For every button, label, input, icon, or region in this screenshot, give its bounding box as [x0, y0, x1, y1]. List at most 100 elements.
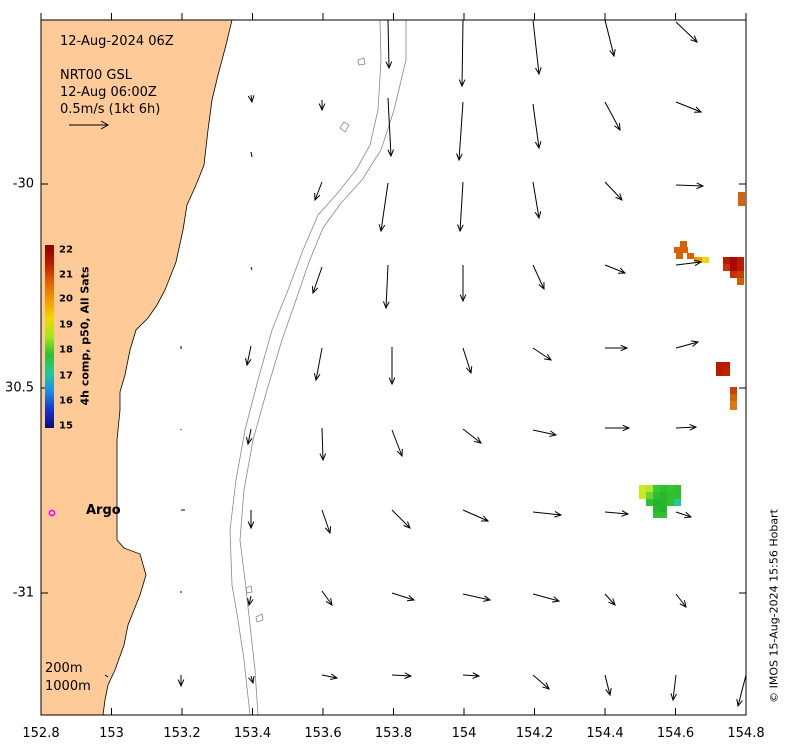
sst-pixel [653, 492, 660, 499]
x-tick-label: 153.6 [304, 726, 342, 741]
colorbar-tick: 19 [59, 319, 73, 331]
land-area [41, 20, 233, 715]
sst-pixel [737, 257, 744, 264]
current-arrow [248, 675, 255, 685]
sst-pixel [702, 257, 709, 263]
current-arrow [532, 181, 542, 220]
x-tick-label: 153.2 [163, 726, 201, 741]
current-arrow [319, 427, 327, 462]
sst-pixel [730, 401, 737, 410]
x-tick-label: 153 [99, 726, 124, 741]
sst-pixel [723, 362, 730, 369]
credit-label: © IMOS 15-Aug-2024 15:56 Hobart [767, 509, 781, 703]
x-tick-label: 154.8 [727, 726, 765, 741]
sst-pixel [646, 485, 653, 492]
current-arrow [604, 593, 616, 606]
current-arrow [321, 673, 339, 681]
current-arrow [314, 181, 323, 202]
current-arrow [675, 21, 698, 43]
current-arrow [675, 101, 703, 113]
current-arrow [391, 592, 416, 602]
current-arrow [318, 100, 326, 112]
current-arrow [247, 595, 254, 607]
sst-pixel [667, 499, 674, 506]
valid-time-label: 12-Aug 06:00Z [60, 85, 157, 100]
colorbar-tick: 21 [59, 269, 73, 281]
sst-pixel [694, 257, 702, 263]
current-arrow [604, 674, 612, 697]
current-arrow [247, 94, 255, 104]
sst-pixel [660, 506, 667, 512]
current-arrow [532, 103, 542, 150]
colorbar-tick: 22 [59, 244, 73, 256]
sst-pixel [653, 506, 660, 512]
current-arrow [675, 593, 687, 608]
current-arrow [456, 101, 464, 162]
current-vectors [104, 19, 747, 708]
sst-pixel [730, 264, 737, 271]
x-tick-label: 154.4 [586, 726, 624, 741]
current-arrow [313, 347, 323, 382]
sst-pixel [737, 278, 744, 285]
sst-pixel [730, 271, 737, 278]
y-tick-label: -30 [12, 176, 34, 192]
sst-pixel [646, 492, 653, 499]
x-tick-label: 154.6 [656, 726, 695, 741]
colorbar-tick: 18 [59, 344, 73, 356]
sst-pixel [716, 362, 723, 369]
sst-pixel [730, 394, 737, 401]
sst-pixel [738, 192, 745, 206]
current-arrow [458, 19, 466, 88]
current-arrow [670, 674, 678, 702]
current-arrow [736, 674, 747, 708]
current-arrow [250, 151, 253, 158]
current-arrow [321, 590, 333, 606]
x-tick-label: 154.2 [515, 726, 554, 741]
source-label: NRT00 GSL [60, 68, 132, 83]
sst-pixel [639, 492, 646, 499]
current-arrow [462, 428, 482, 444]
current-arrow [388, 347, 396, 386]
current-arrow [459, 265, 467, 303]
current-arrow [532, 19, 542, 76]
colorbar-tick: 17 [59, 370, 73, 382]
colorbar [45, 245, 54, 428]
current-arrow [245, 345, 252, 367]
sst-pixel [660, 492, 667, 499]
current-arrow [391, 429, 403, 458]
current-arrow [462, 509, 490, 522]
sst-pixel [723, 257, 730, 264]
sst-pixel [680, 241, 687, 247]
current-arrow [245, 428, 253, 446]
current-arrow [532, 511, 563, 518]
argo-float-marker [48, 509, 56, 517]
sst-pixel [730, 387, 737, 394]
sst-pixels [639, 192, 745, 518]
sst-pixel [730, 257, 737, 264]
current-arrow [391, 509, 411, 529]
current-arrow [391, 672, 413, 679]
contour-seamount [245, 57, 366, 623]
current-arrow [532, 593, 561, 603]
sst-pixel [723, 264, 730, 271]
sst-pixel [653, 512, 660, 518]
y-tick-label: 30.5 [5, 380, 34, 396]
current-arrow [604, 19, 616, 58]
y-tick-label: -31 [12, 585, 34, 601]
current-arrow [605, 424, 631, 432]
colorbar-tick: 15 [59, 420, 73, 432]
sst-pixel [667, 485, 674, 492]
current-arrow [177, 675, 185, 688]
current-arrow [675, 511, 693, 519]
current-arrow [532, 347, 553, 361]
current-arrow [605, 344, 629, 352]
contour-1000m [239, 20, 407, 715]
sst-pixel [674, 485, 681, 492]
date-label: 12-Aug-2024 06Z [60, 34, 174, 49]
current-arrow [532, 674, 550, 690]
sst-pixel [653, 499, 660, 506]
sst-pixel [660, 499, 667, 506]
sst-pixel [681, 247, 688, 253]
sst-pixel [660, 512, 667, 518]
